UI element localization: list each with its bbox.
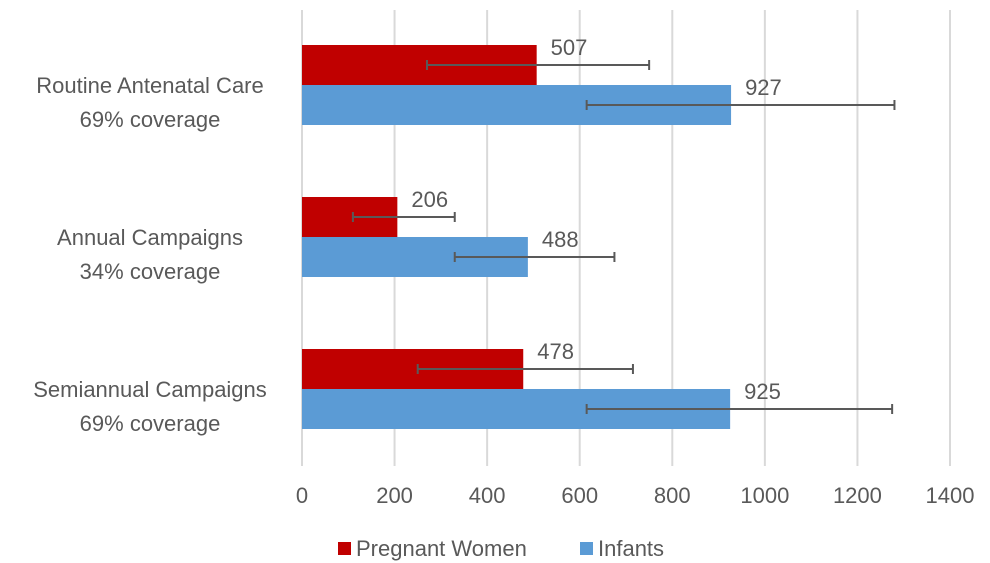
legend: Pregnant Women Infants: [338, 536, 664, 561]
data-label-infants-1: 488: [542, 227, 579, 252]
x-tick-label-0: 0: [296, 483, 308, 508]
x-tick-label-200: 200: [376, 483, 413, 508]
data-label-infants-2: 925: [744, 379, 781, 404]
data-label-pregnant-women-1: 206: [411, 187, 448, 212]
category-label-1-line1: Annual Campaigns: [57, 225, 243, 250]
category-label-2-line1: Semiannual Campaigns: [33, 377, 267, 402]
legend-label-infants: Infants: [598, 536, 664, 561]
category-label-2-line2: 69% coverage: [80, 411, 221, 436]
legend-swatch-pregnant-women: [338, 542, 351, 555]
data-label-pregnant-women-2: 478: [537, 339, 574, 364]
bars: [302, 45, 731, 429]
category-labels: Routine Antenatal Care 69% coverage Annual…: [33, 73, 267, 436]
x-tick-label-400: 400: [469, 483, 506, 508]
legend-label-pregnant-women: Pregnant Women: [356, 536, 527, 561]
x-tick-label-1200: 1200: [833, 483, 882, 508]
x-tick-labels: 0 200 400 600 800 1000 1200 1400: [296, 483, 975, 508]
data-label-pregnant-women-0: 507: [551, 35, 588, 60]
x-tick-label-1000: 1000: [740, 483, 789, 508]
x-tick-label-1400: 1400: [926, 483, 975, 508]
category-label-0-line2: 69% coverage: [80, 107, 221, 132]
category-label-1-line2: 34% coverage: [80, 259, 221, 284]
data-label-infants-0: 927: [745, 75, 782, 100]
category-label-0-line1: Routine Antenatal Care: [36, 73, 264, 98]
x-tick-label-600: 600: [561, 483, 598, 508]
x-tick-label-800: 800: [654, 483, 691, 508]
legend-swatch-infants: [580, 542, 593, 555]
